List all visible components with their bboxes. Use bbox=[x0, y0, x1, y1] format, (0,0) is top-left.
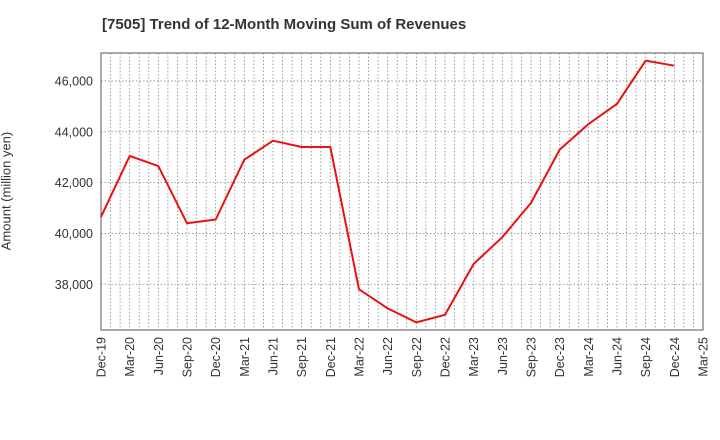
y-tick-label: 38,000 bbox=[55, 278, 93, 292]
x-tick-label: Sep-20 bbox=[181, 337, 195, 377]
series-line bbox=[100, 59, 675, 324]
plot-frame bbox=[100, 52, 704, 331]
x-tick-label: Jun-20 bbox=[152, 337, 166, 375]
y-tick-label: 42,000 bbox=[55, 176, 93, 190]
x-tick-label: Dec-22 bbox=[439, 337, 453, 377]
x-tick-label: Sep-23 bbox=[525, 337, 539, 377]
x-tick-label: Sep-22 bbox=[410, 337, 424, 377]
x-tick-label: Mar-20 bbox=[123, 337, 137, 377]
x-tick-label: Dec-23 bbox=[553, 337, 567, 377]
x-tick-label: Mar-25 bbox=[697, 337, 711, 377]
y-tick-label: 46,000 bbox=[55, 74, 93, 88]
x-tick-label: Jun-21 bbox=[267, 337, 281, 375]
x-tick-label: Mar-24 bbox=[582, 337, 596, 377]
x-tick-label: Dec-20 bbox=[209, 337, 223, 377]
y-tick-label: 40,000 bbox=[55, 227, 93, 241]
x-tick-label: Dec-19 bbox=[95, 337, 109, 377]
x-tick-label: Jun-22 bbox=[381, 337, 395, 375]
x-tick-label: Sep-21 bbox=[295, 337, 309, 377]
x-tick-label: Sep-24 bbox=[639, 337, 653, 377]
y-tick-label: 44,000 bbox=[55, 125, 93, 139]
x-tick-label: Dec-21 bbox=[324, 337, 338, 377]
x-tick-label: Mar-23 bbox=[467, 337, 481, 377]
x-tick-label: Mar-22 bbox=[353, 337, 367, 377]
chart-title: [7505] Trend of 12-Month Moving Sum of R… bbox=[102, 16, 467, 33]
x-tick-label: Jun-23 bbox=[496, 337, 510, 375]
x-tick-label: Mar-21 bbox=[238, 337, 252, 377]
x-tick-label: Dec-24 bbox=[668, 337, 682, 377]
x-tick-label: Jun-24 bbox=[611, 337, 625, 375]
